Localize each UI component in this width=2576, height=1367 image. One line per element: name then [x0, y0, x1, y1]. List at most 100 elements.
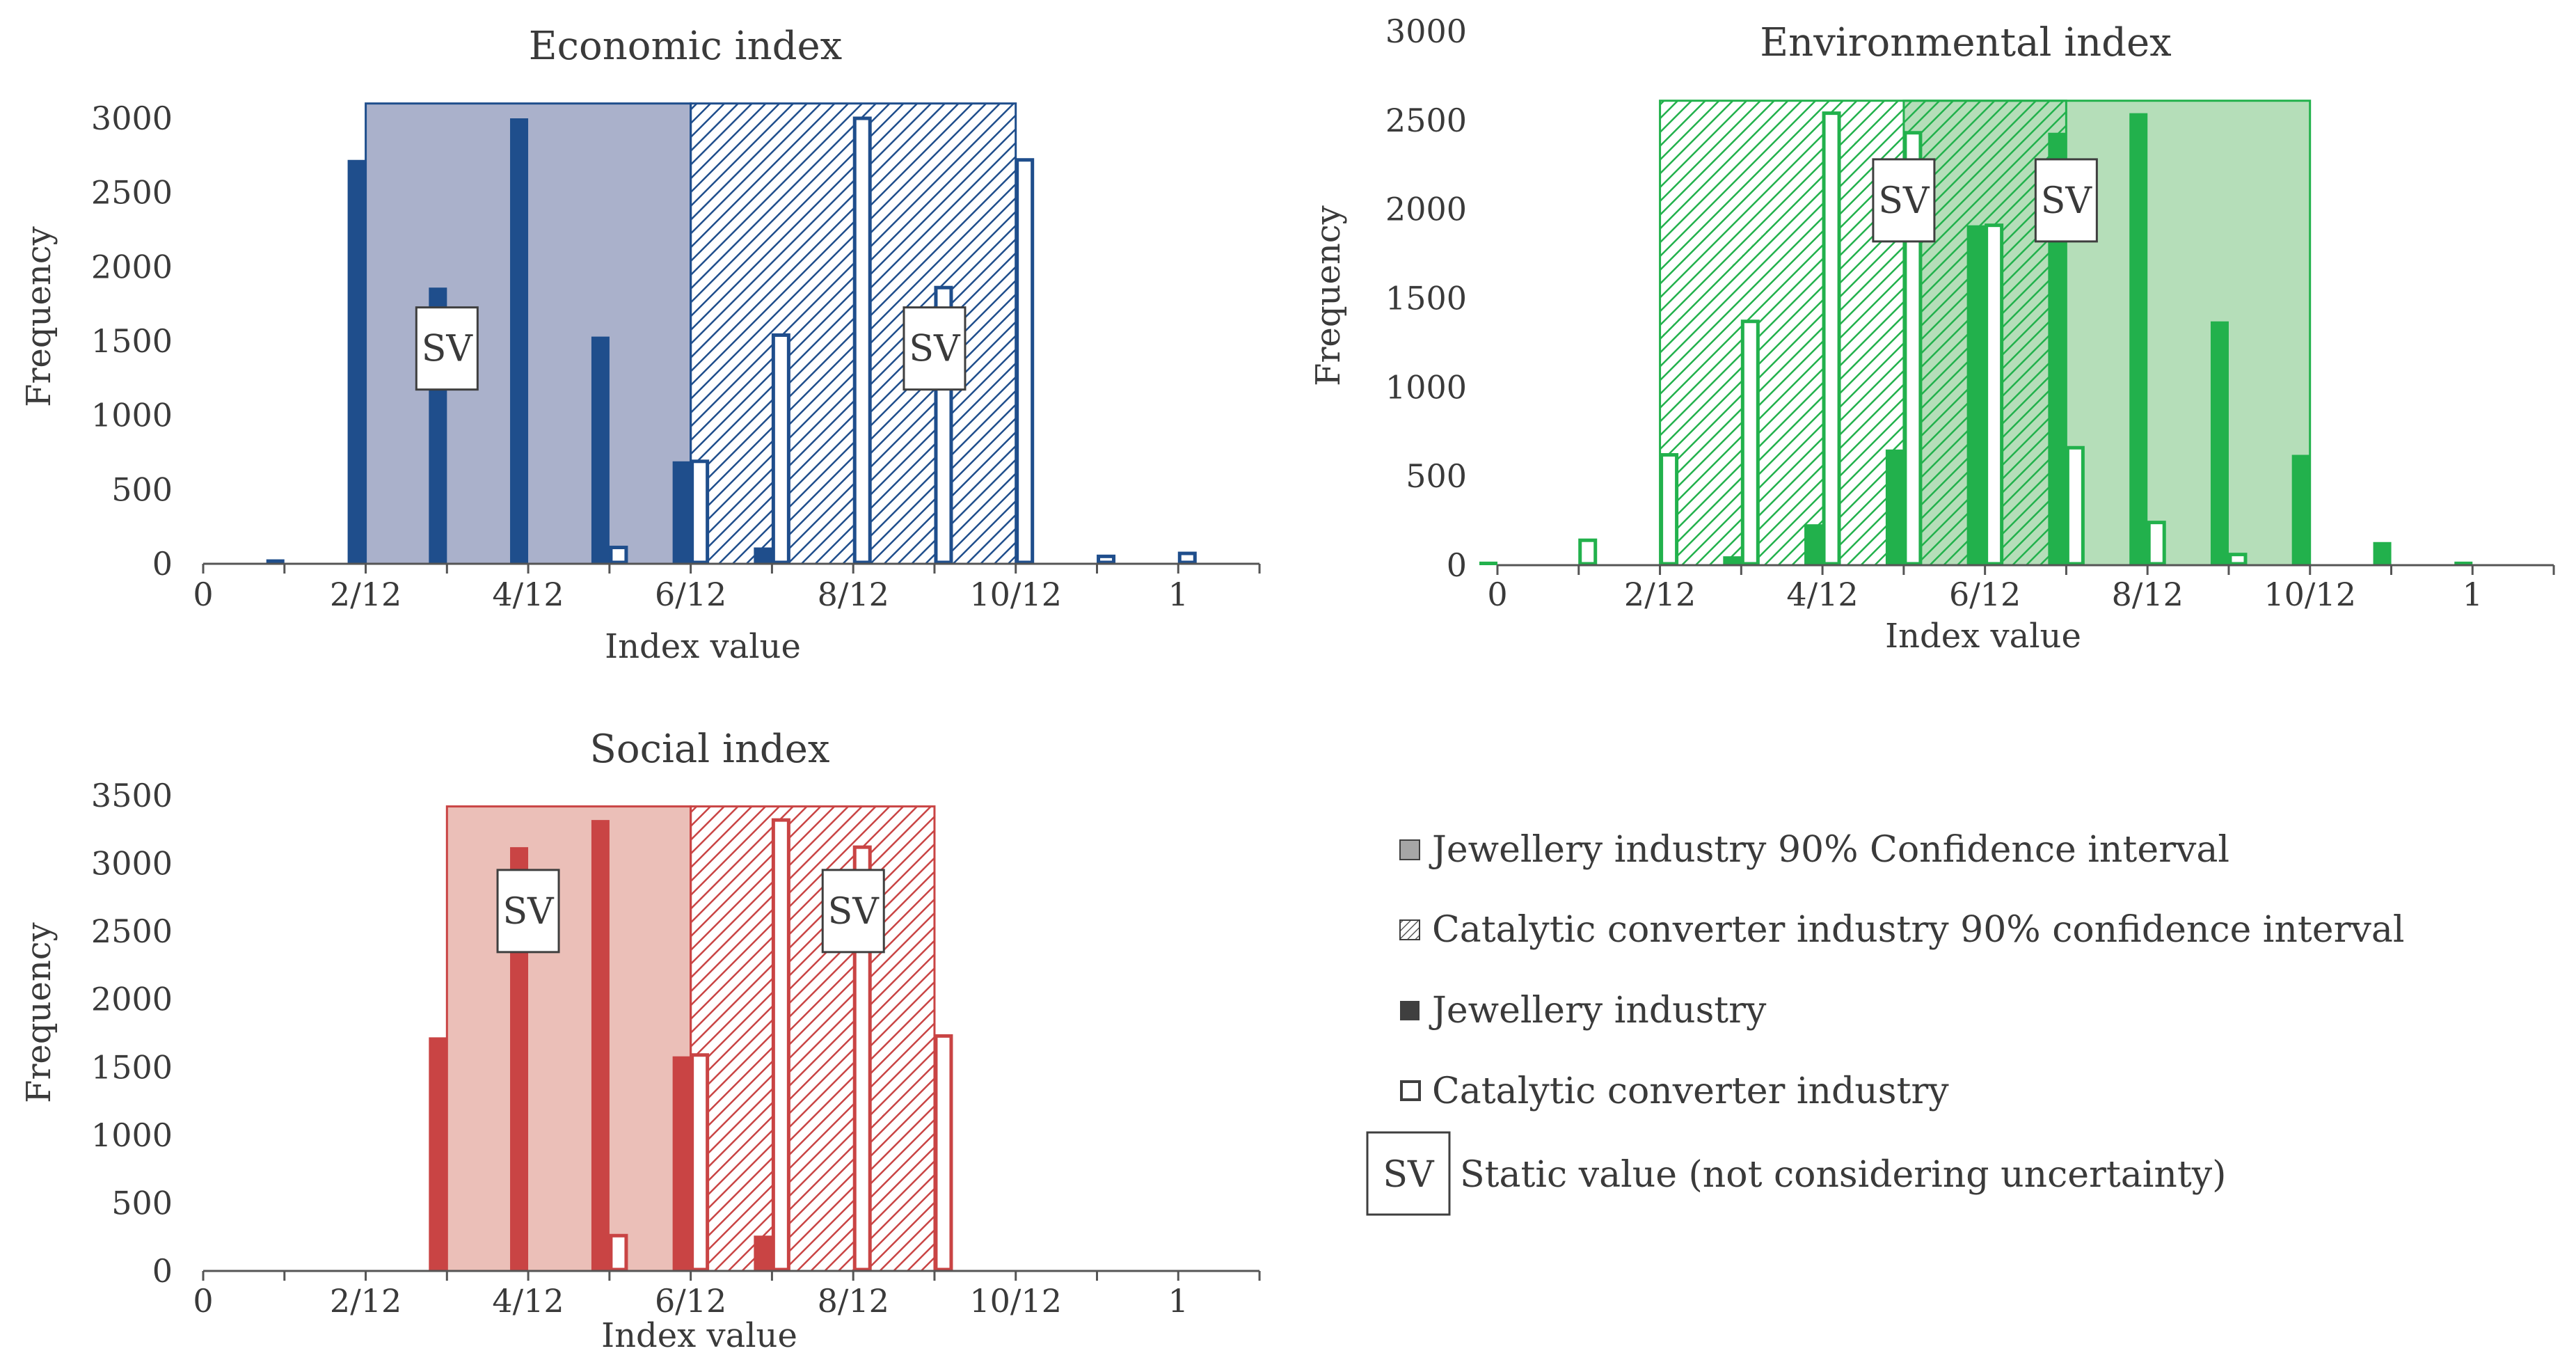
jewellery-bar — [2373, 542, 2392, 565]
x-tick-label: 4/12 — [492, 1282, 564, 1320]
y-tick-label: 3000 — [91, 100, 173, 137]
x-tick-label: 8/12 — [818, 576, 889, 613]
legend-label: Catalytic converter industry — [1432, 1070, 1949, 1112]
legend-swatch-hollow — [1400, 1080, 1421, 1101]
y-tick-label: 2500 — [91, 912, 173, 950]
y-tick-label: 1000 — [91, 397, 173, 434]
legend-label: Catalytic converter industry 90% confide… — [1432, 909, 2404, 951]
sv-label: SV — [2041, 180, 2093, 222]
legend-item-catalytic-ci: Catalytic converter industry 90% confide… — [1399, 909, 2404, 951]
sv-box — [821, 869, 885, 954]
y-tick-label: 1500 — [91, 322, 173, 360]
legend-sv-box — [1366, 1131, 1451, 1216]
catalytic-ci-region — [1659, 100, 2067, 567]
y-tick-label: 1000 — [91, 1116, 173, 1154]
legend-swatch-filled — [1400, 1001, 1420, 1020]
x-tick-label: 8/12 — [2112, 576, 2184, 613]
y-tick-label: 0 — [1447, 546, 1467, 584]
y-axis-label: Frequency — [1309, 205, 1348, 386]
x-axis-label: Index value — [605, 627, 801, 666]
legend-swatch-hatched — [1399, 919, 1420, 940]
x-tick-label: 0 — [193, 576, 213, 613]
legend-swatch-solid — [1399, 839, 1420, 860]
jewellery-bar — [266, 559, 285, 564]
catalytic-bar — [690, 459, 710, 564]
y-tick-label: 2500 — [91, 174, 173, 212]
y-tick-label: 500 — [1406, 457, 1467, 495]
catalytic-bar — [2228, 553, 2248, 566]
legend-item-catalytic: Catalytic converter industry — [1400, 1070, 1949, 1112]
y-tick-label: 1000 — [1385, 368, 1467, 406]
catalytic-bar — [771, 818, 790, 1272]
x-tick-label: 2/12 — [1624, 576, 1696, 613]
x-tick-label: 6/12 — [655, 1282, 726, 1320]
y-tick-label: 3500 — [91, 777, 173, 814]
catalytic-bar — [2065, 445, 2085, 566]
catalytic-bar — [1822, 111, 1841, 566]
jewellery-ci-region — [445, 805, 692, 1272]
jewellery-bar — [1885, 449, 1904, 565]
catalytic-bar — [1660, 452, 1679, 566]
x-tick-label: 10/12 — [969, 576, 1062, 613]
catalytic-bar — [609, 546, 628, 564]
y-axis-label: Frequency — [19, 922, 58, 1103]
catalytic-bar — [934, 1034, 953, 1272]
legend: Jewellery industry 90% Confidence interv… — [1366, 829, 2404, 1216]
x-tick-label: 10/12 — [969, 1282, 1062, 1320]
x-tick-label: 0 — [193, 1282, 213, 1320]
y-tick-label: 500 — [111, 1184, 173, 1222]
x-tick-label: 0 — [1487, 576, 1507, 613]
catalytic-ci-region — [690, 805, 936, 1272]
catalytic-bar — [2147, 521, 2166, 566]
economic-index-chart: Economic index 0 2/12 4/12 6/12 8/12 10/12 1 0 5… — [19, 24, 1261, 666]
sv-box — [903, 306, 967, 391]
sv-box — [496, 869, 560, 954]
legend-sv-label: SV — [1383, 1154, 1435, 1196]
catalytic-bar — [1177, 551, 1197, 564]
jewellery-bar — [347, 159, 366, 564]
x-tick-label: 10/12 — [2264, 576, 2356, 613]
sv-label: SV — [828, 891, 880, 933]
catalytic-bar — [1740, 319, 1760, 566]
sv-label: SV — [909, 329, 961, 370]
jewellery-bar — [754, 547, 772, 564]
catalytic-bar — [1985, 223, 2004, 566]
catalytic-bar — [690, 1053, 710, 1272]
catalytic-bar — [1015, 158, 1035, 564]
social-index-chart: Social index 0 2/12 4/12 6/12 8/12 10/12 1 0 500… — [19, 727, 1261, 1355]
legend-label: Static value (not considering uncertaint… — [1460, 1154, 2226, 1196]
jewellery-bar — [429, 1037, 447, 1271]
x-tick-label: 2/12 — [330, 576, 401, 613]
jewellery-bar — [754, 1235, 772, 1271]
y-tick-label: 2000 — [1385, 191, 1467, 228]
x-tick-label: 1 — [1168, 576, 1188, 613]
y-tick-label: 2500 — [1385, 102, 1467, 139]
y-tick-label: 2000 — [91, 981, 173, 1018]
chart-title: Environmental index — [1760, 20, 2172, 65]
catalytic-bar — [1578, 538, 1598, 566]
legend-item-static-value: SV Static value (not considering uncerta… — [1366, 1131, 2226, 1216]
catalytic-bar — [852, 116, 872, 564]
jewellery-bar — [672, 1056, 691, 1271]
y-axis-label: Frequency — [19, 226, 58, 407]
jewellery-bar — [1479, 561, 1497, 565]
jewellery-bar — [591, 820, 610, 1271]
sv-label: SV — [1878, 180, 1930, 222]
x-axis-label: Index value — [1885, 617, 2081, 656]
catalytic-bar — [609, 1233, 628, 1272]
jewellery-bar — [2129, 113, 2148, 565]
y-tick-label: 0 — [152, 545, 173, 583]
y-tick-label: 1500 — [1385, 280, 1467, 317]
y-tick-label: 3000 — [1385, 13, 1467, 50]
x-tick-label: 2/12 — [330, 1282, 401, 1320]
x-tick-label: 6/12 — [655, 576, 726, 613]
jewellery-ci-region — [365, 102, 692, 565]
jewellery-bar — [2291, 455, 2310, 565]
jewellery-bar — [1966, 225, 1985, 565]
jewellery-bar — [510, 118, 529, 564]
x-tick-label: 6/12 — [1949, 576, 2021, 613]
jewellery-bar — [2210, 321, 2229, 565]
y-tick-label: 3000 — [91, 845, 173, 883]
x-tick-label: 1 — [1168, 1282, 1188, 1320]
